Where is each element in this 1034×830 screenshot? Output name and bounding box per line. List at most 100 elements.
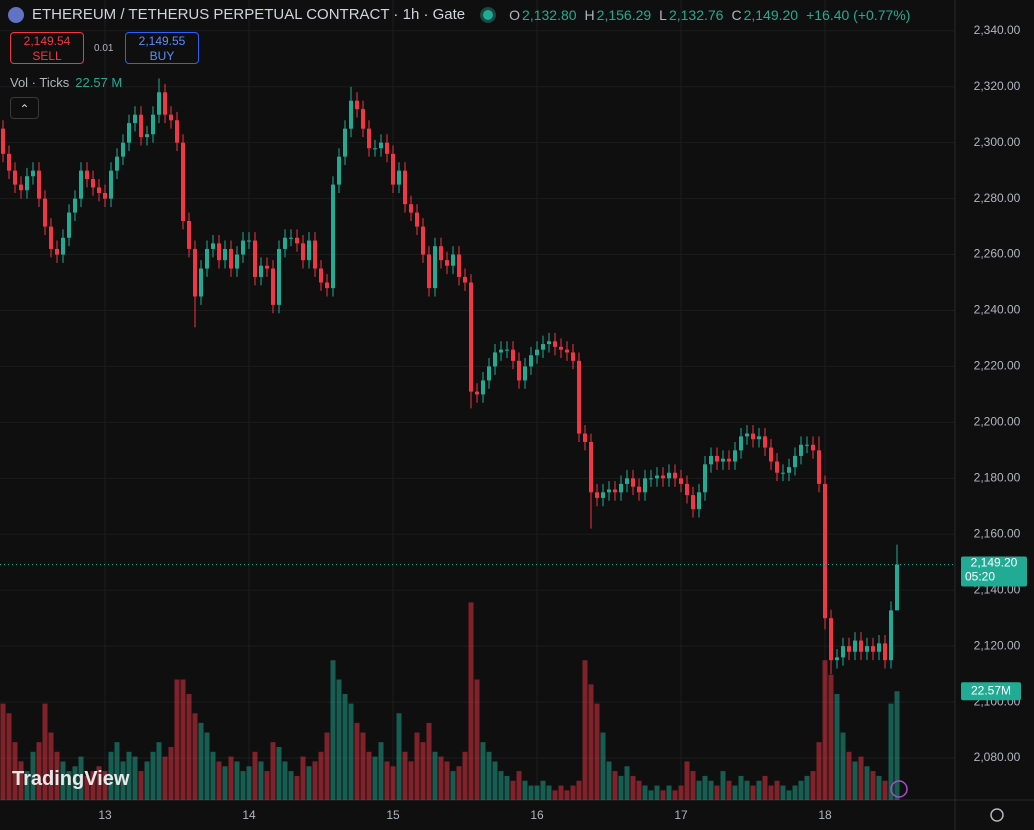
- candle-body: [877, 643, 881, 652]
- candle-body: [493, 352, 497, 367]
- candle-body: [487, 366, 491, 381]
- volume-bar: [852, 761, 858, 800]
- volume-bar: [102, 771, 108, 800]
- candle-body: [499, 349, 503, 353]
- candle-body: [715, 455, 719, 462]
- candle-body: [595, 492, 599, 498]
- candle-body: [811, 444, 815, 451]
- countdown: 05:20: [965, 570, 995, 584]
- candle-body: [847, 646, 851, 652]
- candle-body: [199, 268, 203, 297]
- volume-bar: [246, 766, 252, 800]
- volume-bar: [756, 780, 762, 800]
- volume-bar: [864, 766, 870, 800]
- volume-bar: [198, 722, 204, 800]
- volume-bar: [324, 732, 330, 800]
- y-tick-label: 2,220.00: [974, 359, 1021, 373]
- candle-body: [637, 486, 641, 493]
- candle-body: [535, 349, 539, 356]
- candle-body: [751, 433, 755, 440]
- candle-body: [427, 254, 431, 289]
- candle-body: [577, 360, 581, 434]
- volume-bar: [114, 742, 120, 800]
- volume-bar: [276, 746, 282, 800]
- sell-button[interactable]: 2,149.54 SELL: [10, 32, 84, 64]
- buy-button[interactable]: 2,149.55 BUY: [125, 32, 199, 64]
- y-tick-label: 2,080.00: [974, 750, 1021, 764]
- candle-body: [631, 478, 635, 487]
- candle-body: [415, 212, 419, 227]
- y-tick-label: 2,240.00: [974, 303, 1021, 317]
- y-tick-label: 2,160.00: [974, 526, 1021, 540]
- volume-bar: [534, 785, 540, 800]
- volume-bar: [810, 771, 816, 800]
- candle-body: [55, 248, 59, 255]
- volume-bar: [870, 771, 876, 800]
- volume-bar: [234, 761, 240, 800]
- candle-body: [529, 355, 533, 367]
- volume-bar: [78, 756, 84, 800]
- volume-bar: [48, 732, 54, 800]
- candle-body: [787, 467, 791, 473]
- last-price-label: 2,149.20: [971, 556, 1018, 570]
- candle-body: [655, 475, 659, 479]
- candle-body: [49, 226, 53, 249]
- volume-bar: [648, 790, 654, 800]
- candle-body: [409, 204, 413, 213]
- candle-body: [97, 187, 101, 194]
- x-tick-label: 17: [674, 808, 688, 822]
- volume-bar: [672, 790, 678, 800]
- y-tick-label: 2,320.00: [974, 79, 1021, 93]
- ohlc-key: C: [731, 6, 742, 23]
- candle-body: [763, 436, 767, 448]
- candle-body: [67, 212, 71, 238]
- candle-body: [367, 128, 371, 149]
- candle-body: [733, 450, 737, 462]
- candle-body: [607, 489, 611, 493]
- candle-body: [193, 248, 197, 297]
- candle-body: [721, 458, 725, 462]
- volume-bar: [138, 771, 144, 800]
- chart-title: ETHEREUM / TETHERUS PERPETUAL CONTRACT ·…: [32, 6, 466, 23]
- candle-body: [511, 349, 515, 361]
- volume-bar: [528, 785, 534, 800]
- candle-body: [217, 243, 221, 261]
- volume-bar: [162, 756, 168, 800]
- candle-body: [817, 450, 821, 484]
- candle-body: [307, 240, 311, 261]
- volume-bar: [294, 775, 300, 800]
- candle-body: [559, 346, 563, 350]
- volume-bar: [690, 771, 696, 800]
- volume-bar: [306, 766, 312, 800]
- candle-body: [799, 444, 803, 456]
- volume-bar: [30, 751, 36, 800]
- volume-bar: [750, 785, 756, 800]
- volume-bar: [438, 756, 444, 800]
- candle-body: [229, 248, 233, 269]
- candle-body: [697, 492, 701, 510]
- candle-body: [319, 268, 323, 283]
- candle-body: [361, 109, 365, 129]
- volume-bar: [210, 751, 216, 800]
- candle-body: [295, 237, 299, 244]
- last-volume-box: [961, 682, 1021, 701]
- flash-icon: [890, 780, 908, 798]
- candle-body: [547, 341, 551, 345]
- candle-body: [19, 184, 23, 191]
- collapse-button[interactable]: ⌃: [10, 97, 39, 119]
- volume-bar: [468, 602, 474, 800]
- buy-text: BUY: [149, 49, 175, 63]
- candle-body: [685, 483, 689, 496]
- volume-bar: [24, 771, 30, 800]
- x-tick-label: 14: [242, 808, 256, 822]
- volume-bar: [744, 780, 750, 800]
- volume-bar: [894, 691, 900, 800]
- volume-bar: [384, 761, 390, 800]
- last-price-box: [961, 556, 1027, 587]
- candle-body: [289, 237, 293, 239]
- candle-body: [523, 366, 527, 381]
- volume-bar: [408, 761, 414, 800]
- volume-bar: [570, 785, 576, 800]
- candle-body: [109, 170, 113, 199]
